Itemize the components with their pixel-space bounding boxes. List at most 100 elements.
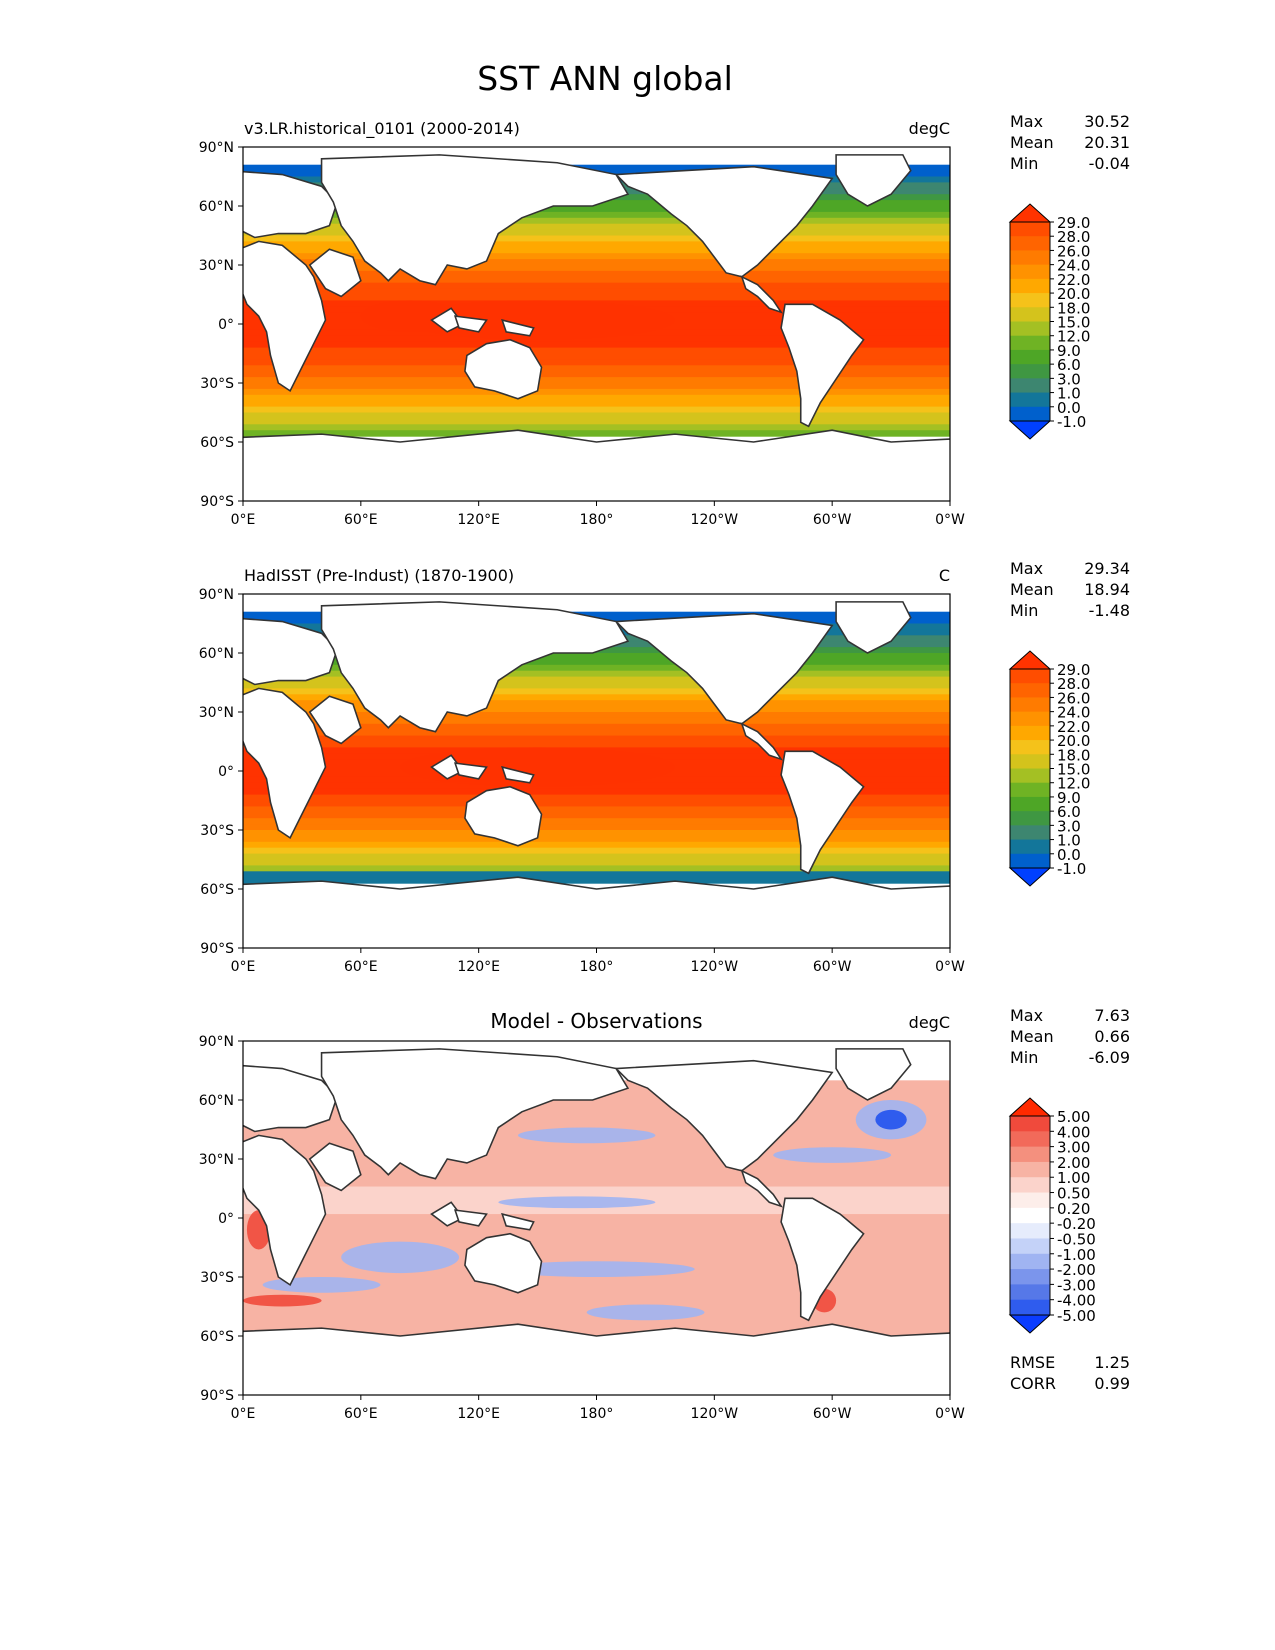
- lon-tick-label: 60°E: [344, 512, 378, 528]
- colorbar-tick-label: -5.00: [1057, 1307, 1096, 1325]
- lat-tick-label: 90°S: [200, 941, 234, 957]
- lat-tick-label: 60°N: [199, 646, 234, 662]
- colorbar-tick-label: 18.0: [1057, 299, 1090, 317]
- colorbar-tick-label: 9.0: [1057, 789, 1081, 807]
- stat-label-min: Min: [1010, 154, 1038, 173]
- colorbar: 5.004.003.002.001.000.500.20-0.20-0.50-1…: [1008, 1097, 1096, 1334]
- panel-center-title: Model - Observations: [490, 1009, 702, 1033]
- colorbar-tick-label: 28.0: [1057, 675, 1090, 693]
- lat-tick-label: 90°S: [200, 1388, 234, 1404]
- figure-title: SST ANN global: [477, 59, 733, 98]
- stats-block: Max 29.34 Mean 18.94 Min -1.48: [1010, 559, 1130, 620]
- lon-tick-label: 120°E: [457, 512, 500, 528]
- stat-value-max: 29.34: [1084, 559, 1130, 578]
- lat-tick-label: 90°N: [199, 1034, 234, 1050]
- panel-units: degC: [909, 119, 950, 138]
- lon-tick-label: 180°: [580, 1406, 614, 1422]
- lat-tick-label: 60°N: [199, 199, 234, 215]
- lat-tick-label: 30°N: [199, 258, 234, 274]
- stats-block: Max 30.52 Mean 20.31 Min -0.04: [1010, 112, 1130, 173]
- stat-label-max: Max: [1010, 1006, 1043, 1025]
- colorbar-tick-label: 1.0: [1057, 385, 1081, 403]
- lon-tick-label: 120°W: [691, 959, 739, 975]
- colorbar-tick-label: 4.00: [1057, 1123, 1090, 1141]
- stat-value-mean: 0.66: [1094, 1027, 1130, 1046]
- panel-units: C: [939, 566, 950, 585]
- stat-value-max: 30.52: [1084, 112, 1130, 131]
- lon-tick-label: 180°: [580, 512, 614, 528]
- colorbar-tick-label: 15.0: [1057, 314, 1090, 332]
- lon-tick-label: 0°E: [231, 959, 256, 975]
- lat-tick-label: 0°: [218, 317, 234, 333]
- lat-tick-label: 60°S: [200, 435, 234, 451]
- colorbar-tick-label: 29.0: [1057, 661, 1090, 679]
- stat-value-min: -1.48: [1089, 601, 1130, 620]
- stat-label-min: Min: [1010, 1048, 1038, 1067]
- lat-tick-label: 0°: [218, 1211, 234, 1227]
- lat-tick-label: 60°S: [200, 882, 234, 898]
- panels-container: 90°N 60°N 30°N 0° 30°S 60°S 90°S 0°E 60°E 120°E 18…: [199, 112, 1130, 1422]
- colorbar-tick-label: 6.0: [1057, 803, 1081, 821]
- lon-tick-label: 0°W: [935, 1406, 965, 1422]
- extra-stat-label: CORR: [1010, 1374, 1056, 1393]
- colorbar-tick-label: -1.00: [1057, 1246, 1096, 1264]
- extra-stat-value: 1.25: [1094, 1353, 1130, 1372]
- stat-label-mean: Mean: [1010, 133, 1054, 152]
- colorbar-tick-label: 15.0: [1057, 761, 1090, 779]
- colorbar-tick-label: -2.00: [1057, 1261, 1096, 1279]
- stat-label-max: Max: [1010, 559, 1043, 578]
- colorbar-tick-label: 26.0: [1057, 689, 1090, 707]
- colorbar-tick-label: 0.0: [1057, 846, 1081, 864]
- lat-tick-label: 0°: [218, 764, 234, 780]
- colorbar-tick-label: -3.00: [1057, 1276, 1096, 1294]
- stats-block: Max 7.63 Mean 0.66 Min -6.09: [1010, 1006, 1130, 1067]
- colorbar-tick-label: 24.0: [1057, 704, 1090, 722]
- stat-label-max: Max: [1010, 112, 1043, 131]
- lat-tick-label: 60°S: [200, 1329, 234, 1345]
- panel-left-title: HadISST (Pre-Indust) (1870-1900): [244, 566, 514, 585]
- lon-tick-label: 60°E: [344, 1406, 378, 1422]
- stat-value-min: -0.04: [1089, 154, 1130, 173]
- colorbar-tick-label: -4.00: [1057, 1292, 1096, 1310]
- lon-tick-label: 0°W: [935, 512, 965, 528]
- lon-tick-label: 120°W: [691, 512, 739, 528]
- colorbar-tick-label: 1.00: [1057, 1169, 1090, 1187]
- sst-field: [243, 1041, 950, 1395]
- lon-tick-label: 60°W: [813, 512, 852, 528]
- colorbar-tick-label: 18.0: [1057, 746, 1090, 764]
- colorbar-tick-label: 24.0: [1057, 257, 1090, 275]
- colorbar-tick-label: -1.0: [1057, 860, 1086, 878]
- colorbar-tick-label: 12.0: [1057, 775, 1090, 793]
- colorbar-tick-label: 1.0: [1057, 832, 1081, 850]
- colorbar-tick-label: 12.0: [1057, 328, 1090, 346]
- colorbar-tick-label: 3.00: [1057, 1139, 1090, 1157]
- colorbar-tick-label: 22.0: [1057, 271, 1090, 289]
- colorbar-tick-label: 9.0: [1057, 342, 1081, 360]
- colorbar-tick-label: -0.20: [1057, 1215, 1096, 1233]
- lat-tick-label: 30°S: [200, 1270, 234, 1286]
- colorbar-tick-label: 3.0: [1057, 370, 1081, 388]
- lon-tick-label: 0°E: [231, 512, 256, 528]
- lat-tick-label: 90°S: [200, 494, 234, 510]
- extra-stat-label: RMSE: [1010, 1353, 1055, 1372]
- colorbar-tick-label: 20.0: [1057, 732, 1090, 750]
- colorbar-tick-label: 0.50: [1057, 1185, 1090, 1203]
- lon-tick-label: 60°E: [344, 959, 378, 975]
- lat-tick-label: 30°N: [199, 1152, 234, 1168]
- lat-tick-label: 90°N: [199, 140, 234, 156]
- lon-tick-label: 60°W: [813, 1406, 852, 1422]
- colorbar-tick-label: 6.0: [1057, 356, 1081, 374]
- lat-tick-label: 90°N: [199, 587, 234, 603]
- lon-tick-label: 120°E: [457, 959, 500, 975]
- colorbar-tick-label: 0.0: [1057, 399, 1081, 417]
- extra-stat-value: 0.99: [1094, 1374, 1130, 1393]
- colorbar-tick-label: 29.0: [1057, 214, 1090, 232]
- colorbar-tick-label: 20.0: [1057, 285, 1090, 303]
- map-panel-2: 90°N 60°N 30°N 0° 30°S 60°S 90°S 0°E 60°E 120°E 18…: [199, 559, 1130, 975]
- lon-tick-label: 120°W: [691, 1406, 739, 1422]
- map-panel-1: 90°N 60°N 30°N 0° 30°S 60°S 90°S 0°E 60°E 120°E 18…: [199, 112, 1130, 528]
- lon-tick-label: 180°: [580, 959, 614, 975]
- colorbar-tick-label: -0.50: [1057, 1230, 1096, 1248]
- lon-tick-label: 0°W: [935, 959, 965, 975]
- panel-left-title: v3.LR.historical_0101 (2000-2014): [244, 119, 520, 139]
